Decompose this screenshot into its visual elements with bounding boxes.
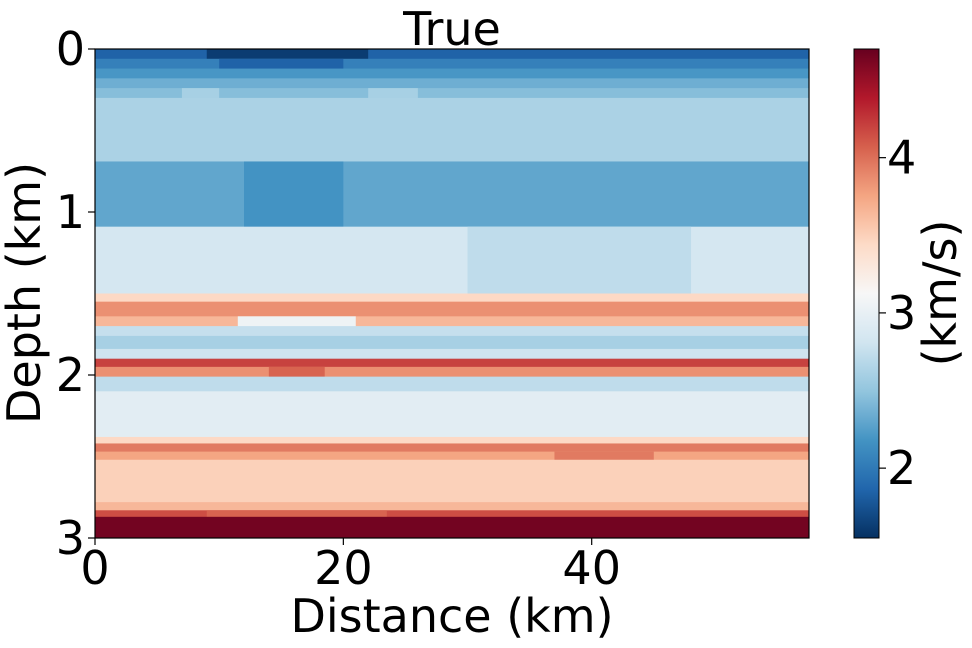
heatmap-layer bbox=[95, 161, 809, 228]
heatmap-layer-variation bbox=[467, 226, 692, 294]
y-tick-label: 0 bbox=[56, 22, 85, 76]
heatmap-layer bbox=[95, 436, 809, 444]
plot-frame bbox=[94, 48, 810, 539]
heatmap-layer bbox=[95, 366, 809, 378]
y-tick-label: 2 bbox=[56, 348, 85, 402]
heatmap-layer bbox=[95, 510, 809, 518]
heatmap-layer bbox=[95, 391, 809, 438]
heatmap-layer bbox=[95, 293, 809, 303]
colorbar-tick-label: 3 bbox=[887, 286, 916, 340]
heatmap-layer bbox=[95, 97, 809, 162]
colorbar-tick-label: 2 bbox=[887, 441, 916, 495]
y-tick-label: 1 bbox=[56, 185, 85, 239]
heatmap-layer bbox=[95, 516, 809, 539]
heatmap-layer bbox=[95, 78, 809, 89]
y-axis-label: Depth (km) bbox=[0, 162, 51, 424]
heatmap-layer bbox=[95, 348, 809, 360]
heatmap-layer bbox=[95, 49, 809, 60]
x-axis-ticks: 0 20 40 bbox=[80, 538, 621, 595]
heatmap-layer-variation bbox=[244, 161, 344, 228]
y-tick-label: 3 bbox=[56, 511, 85, 565]
heatmap-layer-variation bbox=[368, 88, 418, 99]
heatmap-layer bbox=[95, 301, 809, 317]
heatmap-layer bbox=[95, 376, 809, 392]
heatmap-layer bbox=[95, 502, 809, 511]
x-tick-label: 40 bbox=[562, 541, 621, 595]
heatmap-layer-variation bbox=[268, 366, 325, 378]
x-tick-label: 0 bbox=[80, 541, 109, 595]
colorbar bbox=[853, 48, 880, 539]
heatmap-layer bbox=[95, 88, 809, 99]
heatmap-layer bbox=[95, 68, 809, 79]
heatmap-layer-variation bbox=[181, 88, 220, 99]
heatmap-layer-variation bbox=[554, 451, 654, 461]
heatmap-layer bbox=[95, 443, 809, 453]
heatmap-layer bbox=[95, 459, 809, 503]
x-axis-label: Distance (km) bbox=[290, 589, 613, 643]
heatmap-layer bbox=[95, 451, 809, 461]
heatmap-layer-variation bbox=[219, 58, 344, 70]
heatmap-layer-variation bbox=[237, 316, 356, 327]
chart-title: True bbox=[402, 2, 501, 56]
heatmap-layer-variation bbox=[206, 49, 369, 60]
colorbar-ticks: 2 3 4 bbox=[879, 131, 916, 495]
heatmap-image bbox=[95, 49, 809, 539]
heatmap-layer-variation bbox=[206, 510, 387, 518]
y-axis-ticks: 0 1 2 3 bbox=[56, 22, 95, 565]
colorbar-tick-label: 4 bbox=[887, 131, 916, 185]
heatmap-layer bbox=[95, 358, 809, 368]
x-tick-label: 20 bbox=[314, 541, 373, 595]
heatmap-layer bbox=[95, 326, 809, 337]
heatmap-layer bbox=[95, 316, 809, 327]
heatmap-layer bbox=[95, 226, 809, 294]
heatmap-layer bbox=[95, 335, 809, 350]
colorbar-label: (km/s) bbox=[913, 220, 967, 367]
heatmap-layer bbox=[95, 58, 809, 70]
